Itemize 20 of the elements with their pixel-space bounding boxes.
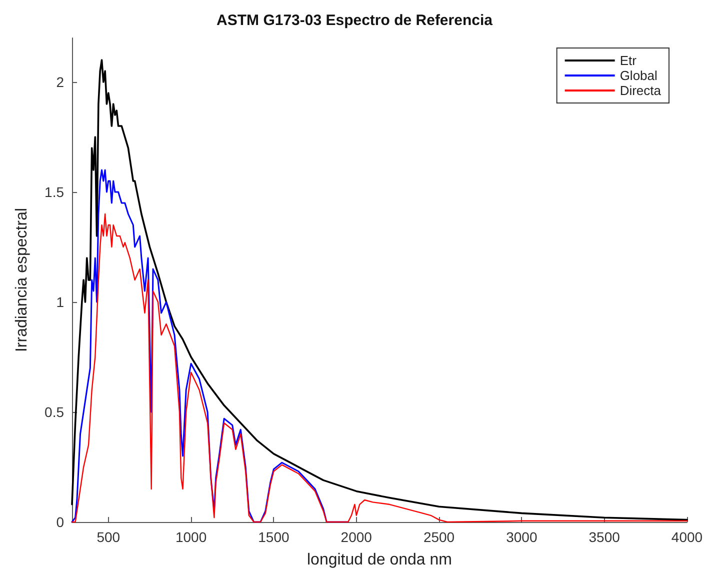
y-tick-label: 0.5 xyxy=(44,404,64,420)
legend-label: Etr xyxy=(620,53,638,68)
x-tick-label: 4000 xyxy=(671,529,703,545)
y-tick-label: 1 xyxy=(56,294,64,310)
x-tick-label: 1500 xyxy=(258,529,290,545)
y-tick-label: 2 xyxy=(56,74,64,90)
y-tick-label: 0 xyxy=(56,514,64,530)
y-axis-title: Irradiancia espectral xyxy=(14,208,30,352)
y-tick-label: 1.5 xyxy=(44,184,64,200)
x-tick-label: 2500 xyxy=(423,529,455,545)
x-tick-label: 3000 xyxy=(506,529,538,545)
legend-label: Directa xyxy=(620,83,662,98)
x-tick-label: 3500 xyxy=(588,529,620,545)
x-tick-label: 2000 xyxy=(340,529,372,545)
x-tick-label: 500 xyxy=(96,529,120,545)
x-tick-label: 1000 xyxy=(175,529,207,545)
line-series xyxy=(71,169,349,523)
legend-label: Global xyxy=(620,68,658,83)
x-axis-title: longitud de onda nm xyxy=(307,552,452,568)
chart-title: ASTM G173-03 Espectro de Referencia xyxy=(216,12,494,29)
